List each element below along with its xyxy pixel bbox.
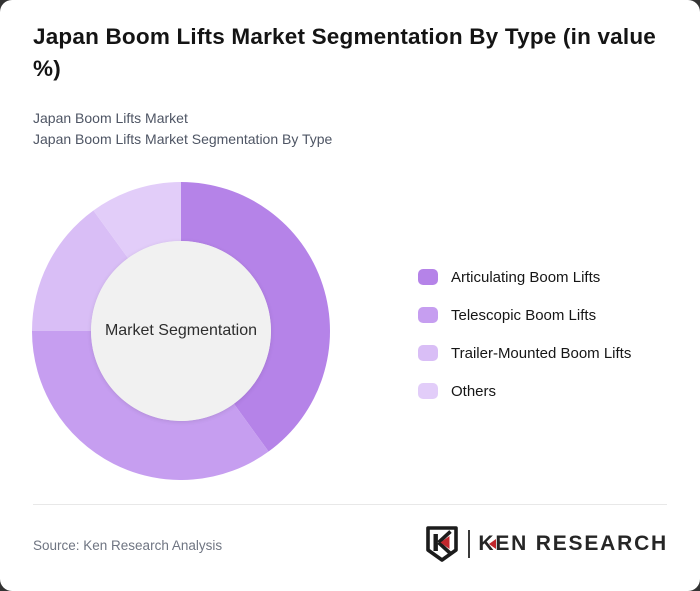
footer-divider (33, 504, 667, 505)
page-title: Japan Boom Lifts Market Segmentation By … (33, 24, 657, 81)
donut-slice-1 (32, 331, 269, 480)
legend-label-others: Others (451, 382, 497, 400)
ken-research-logo: K EN RESEARCH (425, 524, 668, 564)
subtitle-line-1: Japan Boom Lifts Market (33, 110, 188, 126)
shield-k-icon (426, 526, 459, 562)
logo-red-triangle-icon (489, 539, 497, 549)
donut-center-label: Market Segmentation (104, 322, 258, 339)
legend-swatch-others (418, 383, 438, 399)
legend-swatch-trailer-mounted (418, 345, 438, 361)
chart-legend: Articulating Boom Lifts Telescopic Boom … (418, 268, 632, 400)
donut-slice-0 (181, 182, 330, 452)
donut-slice-2 (32, 210, 129, 331)
legend-label-trailer-mounted: Trailer-Mounted Boom Lifts (451, 344, 632, 362)
donut-center-circle: Market Segmentation (91, 241, 271, 421)
legend-label-articulating: Articulating Boom Lifts (451, 268, 601, 286)
source-text: Source: Ken Research Analysis (33, 538, 223, 553)
subtitle-line-2: Japan Boom Lifts Market Segmentation By … (33, 131, 333, 147)
logo-wordmark: K EN RESEARCH (478, 532, 668, 556)
legend-swatch-articulating (418, 269, 438, 285)
logo-separator (468, 530, 471, 558)
donut-chart: Market Segmentation (32, 182, 330, 480)
logo-letter-k: K (478, 532, 497, 555)
donut-svg (32, 182, 330, 480)
donut-slice-3 (93, 182, 181, 259)
donut-segments (32, 182, 330, 480)
legend-item-others: Others (418, 382, 631, 400)
legend-item-articulating: Articulating Boom Lifts (418, 268, 631, 286)
chart-subtitle: Japan Boom Lifts Market Japan Boom Lifts… (33, 108, 332, 150)
legend-swatch-telescopic (418, 307, 438, 323)
legend-label-telescopic: Telescopic Boom Lifts (451, 306, 597, 324)
logo-text-rest: EN RESEARCH (495, 532, 668, 555)
legend-item-trailer-mounted: Trailer-Mounted Boom Lifts (418, 344, 632, 362)
legend-item-telescopic: Telescopic Boom Lifts (418, 306, 631, 324)
